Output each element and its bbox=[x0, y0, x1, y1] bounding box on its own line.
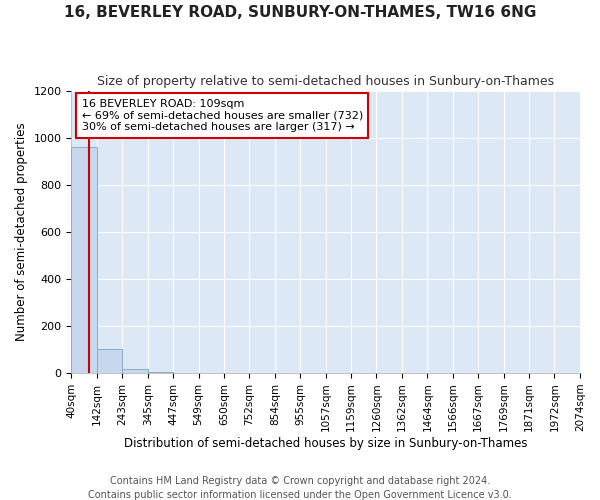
Text: Contains HM Land Registry data © Crown copyright and database right 2024.
Contai: Contains HM Land Registry data © Crown c… bbox=[88, 476, 512, 500]
Text: 16, BEVERLEY ROAD, SUNBURY-ON-THAMES, TW16 6NG: 16, BEVERLEY ROAD, SUNBURY-ON-THAMES, TW… bbox=[64, 5, 536, 20]
Bar bbox=[71, 147, 97, 373]
Bar bbox=[122, 370, 148, 373]
Title: Size of property relative to semi-detached houses in Sunbury-on-Thames: Size of property relative to semi-detach… bbox=[97, 75, 554, 88]
Bar bbox=[148, 372, 173, 373]
Bar bbox=[97, 350, 122, 373]
Text: 16 BEVERLEY ROAD: 109sqm
← 69% of semi-detached houses are smaller (732)
30% of : 16 BEVERLEY ROAD: 109sqm ← 69% of semi-d… bbox=[82, 99, 363, 132]
X-axis label: Distribution of semi-detached houses by size in Sunbury-on-Thames: Distribution of semi-detached houses by … bbox=[124, 437, 527, 450]
Y-axis label: Number of semi-detached properties: Number of semi-detached properties bbox=[15, 122, 28, 341]
